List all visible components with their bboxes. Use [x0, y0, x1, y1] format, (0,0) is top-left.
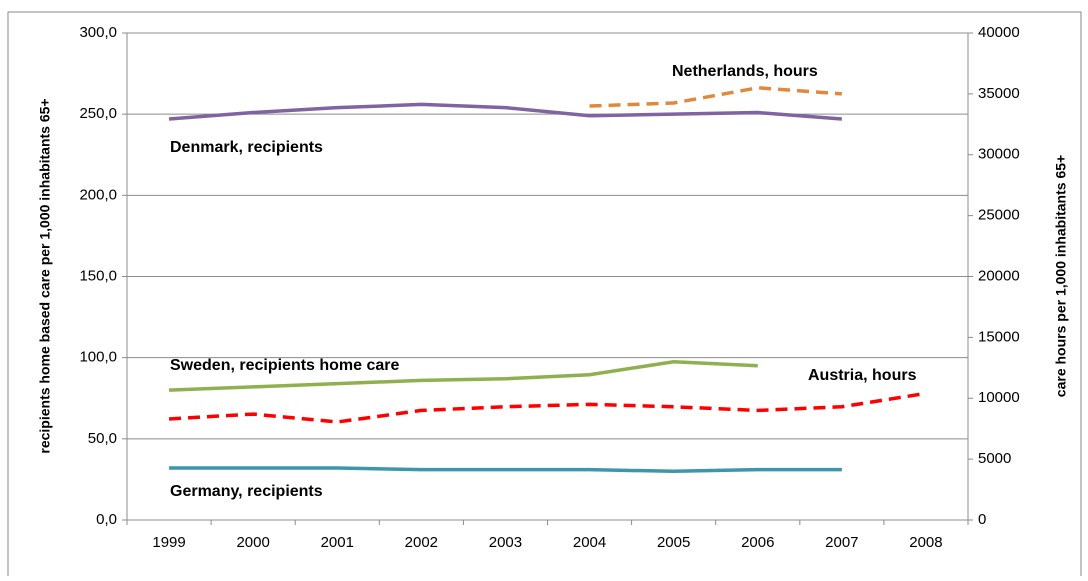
x-tick-label: 2003	[489, 534, 522, 551]
y-tick-label: 0,0	[96, 511, 117, 528]
y2-tick-label: 5000	[978, 450, 1011, 467]
x-tick-label: 2001	[321, 534, 354, 551]
y-tick-label: 300,0	[79, 24, 117, 41]
series-label: Netherlands, hours	[672, 63, 818, 80]
x-tick-label: 1999	[152, 534, 185, 551]
series-line	[168, 391, 927, 424]
y2-tick-label: 15000	[978, 328, 1020, 345]
series-line	[168, 359, 758, 392]
x-tick-label: 2004	[573, 534, 606, 551]
x-tick-label: 2007	[825, 534, 858, 551]
series-label: Denmark, recipients	[170, 139, 323, 156]
x-tick-label: 2008	[909, 534, 942, 551]
series-label: Sweden, recipients home care	[170, 357, 400, 374]
y2-tick-label: 35000	[978, 85, 1020, 102]
y-tick-label: 50,0	[88, 430, 117, 447]
y2-tick-label: 40000	[978, 24, 1020, 41]
x-tick-label: 2005	[657, 534, 690, 551]
chart-border	[7, 11, 1082, 581]
y2-axis-title: care hours per 1,000 inhabitants 65+	[1053, 155, 1069, 397]
y-tick-label: 250,0	[79, 105, 117, 122]
y-tick-label: 100,0	[79, 349, 117, 366]
series-label: Austria, hours	[808, 367, 917, 384]
series-line	[169, 466, 842, 474]
y2-tick-label: 10000	[978, 389, 1020, 406]
series-line	[589, 86, 842, 108]
series-label: Germany, recipients	[170, 483, 323, 500]
series-line	[168, 102, 842, 121]
y2-tick-label: 25000	[978, 207, 1020, 224]
y-tick-label: 200,0	[79, 186, 117, 203]
x-tick-label: 2002	[405, 534, 438, 551]
x-tick-label: 2006	[741, 534, 774, 551]
y-axis-title: recipients home based care per 1,000 inh…	[37, 98, 53, 453]
y2-tick-label: 20000	[978, 267, 1020, 284]
x-tick-label: 2000	[236, 534, 269, 551]
y2-tick-label: 0	[978, 511, 986, 528]
y-tick-label: 150,0	[79, 267, 117, 284]
y2-tick-label: 30000	[978, 146, 1020, 163]
